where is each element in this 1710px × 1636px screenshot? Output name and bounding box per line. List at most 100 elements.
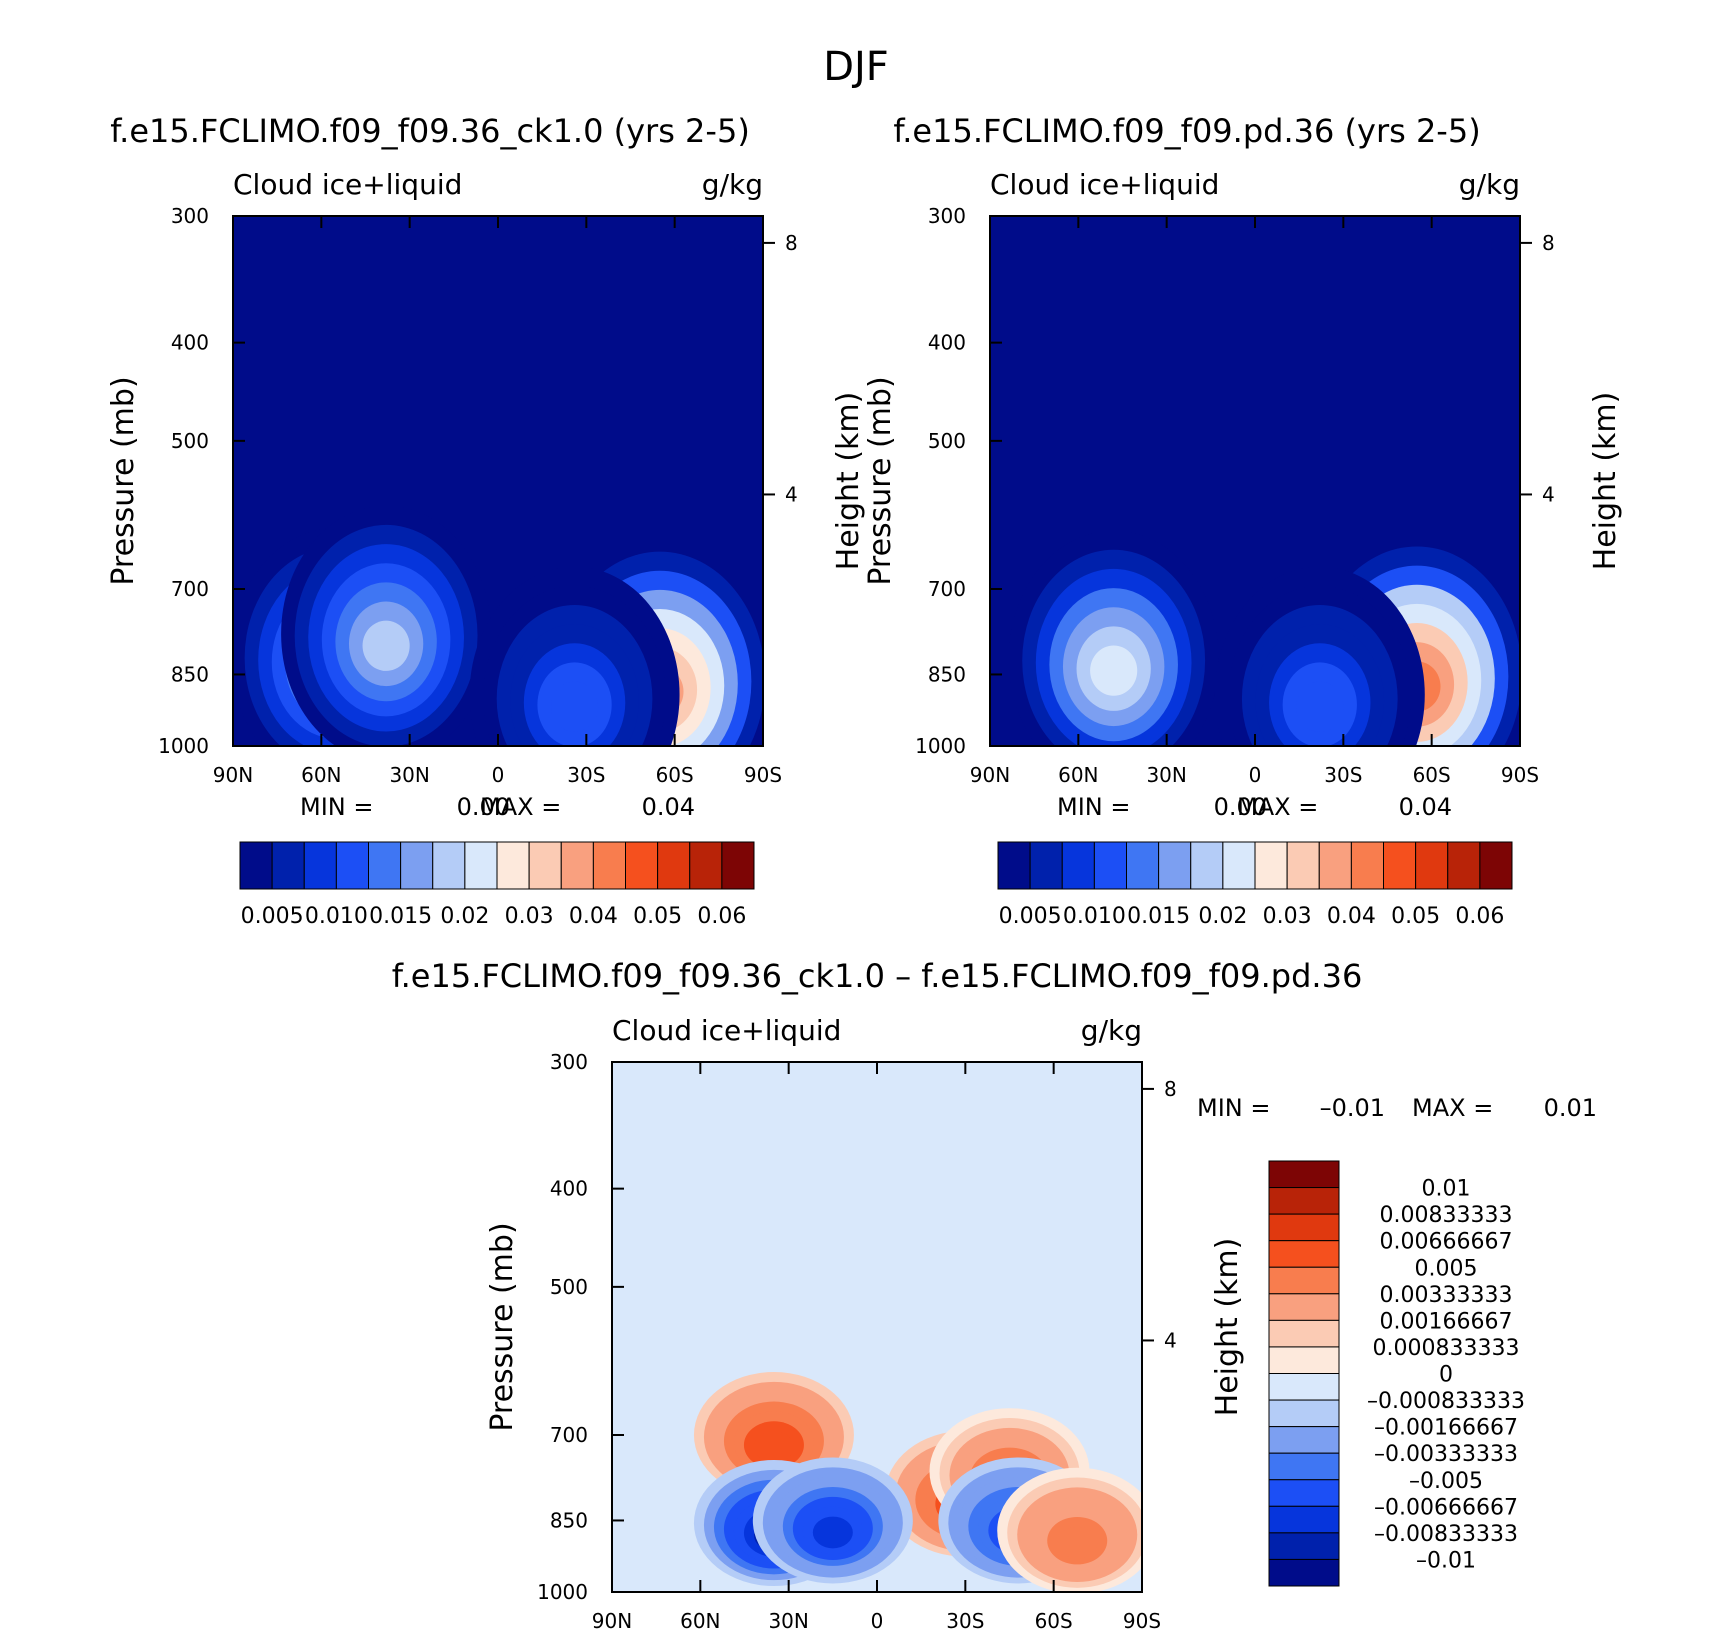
units-label: g/kg — [1459, 168, 1520, 201]
colorbar-swatch — [1268, 1532, 1340, 1560]
colorbar-swatch — [1479, 841, 1513, 890]
colorbar-swatch — [1158, 841, 1192, 890]
y-tick-label: 500 — [928, 429, 966, 453]
contour-band-1-7 — [1090, 645, 1138, 696]
max-value: 0.01 — [1544, 1094, 1597, 1122]
colorbar-swatch — [1268, 1293, 1340, 1321]
colorbar-swatch — [239, 841, 273, 890]
chart-title: f.e15.FCLIMO.f09_f09.36_ck1.0 – f.e15.FC… — [392, 957, 1363, 995]
colorbar-label: 0.03 — [505, 904, 554, 929]
left-label: Cloud ice+liquid — [990, 168, 1219, 201]
x-tick-label: 30S — [567, 763, 605, 787]
colorbar-label: 0.06 — [1455, 904, 1504, 929]
colorbar-label: 0.05 — [633, 904, 682, 929]
contour-band-2-7 — [362, 620, 410, 671]
left-label: Cloud ice+liquid — [233, 168, 462, 201]
colorbar-label: 0.05 — [1391, 904, 1440, 929]
colorbar-swatch — [1268, 1426, 1340, 1454]
colorbar-label: –0.01 — [1416, 1548, 1476, 1573]
colorbar-swatch — [400, 841, 434, 890]
x-tick-label: 30S — [946, 1609, 984, 1633]
colorbar-swatch — [271, 841, 305, 890]
colorbar-label: 0 — [1439, 1363, 1453, 1388]
x-tick-label: 60S — [1035, 1609, 1073, 1633]
colorbar-label: 0.00333333 — [1380, 1283, 1513, 1308]
min-value: 0.00 — [1214, 793, 1267, 821]
max-label: MAX = — [480, 793, 561, 821]
colorbar-swatch — [528, 841, 562, 890]
colorbar-swatch — [496, 841, 530, 890]
y-tick-label: 700 — [550, 1423, 588, 1447]
colorbar-swatch — [1254, 841, 1288, 890]
contour-band-5-7 — [812, 1516, 853, 1549]
y-right-tick-label: 8 — [1164, 1077, 1177, 1101]
colorbar-swatch — [1286, 841, 1320, 890]
colorbar: 0.010.008333330.006666670.0050.003333330… — [1268, 1160, 1525, 1587]
x-tick-label: 30N — [768, 1609, 808, 1633]
colorbar-swatch — [1126, 841, 1160, 890]
x-tick-label: 90S — [1501, 763, 1539, 787]
min-value: –0.01 — [1320, 1094, 1385, 1122]
y-tick-label: 700 — [171, 577, 209, 601]
colorbar-swatch — [689, 841, 723, 890]
y-tick-label: 400 — [928, 331, 966, 355]
colorbar-swatch — [1190, 841, 1224, 890]
colorbar-label: 0.00166667 — [1380, 1309, 1513, 1334]
y-tick-label: 300 — [171, 204, 209, 228]
colorbar: 0.005 0.010 0.015 0.02 0.03 0.04 0.05 0.06 — [997, 841, 1513, 929]
x-tick-label: 30N — [1146, 763, 1186, 787]
colorbar-swatch — [592, 841, 626, 890]
colorbar-swatch — [1029, 841, 1063, 890]
x-tick-label: 90S — [1123, 1609, 1161, 1633]
colorbar-label: –0.000833333 — [1367, 1389, 1525, 1414]
max-value: 0.04 — [1399, 793, 1452, 821]
y-axis-label: Pressure (mb) — [485, 1222, 520, 1431]
y-tick-label: 850 — [550, 1508, 588, 1532]
y-axis-label: Pressure (mb) — [106, 376, 141, 585]
y-tick-label: 1000 — [158, 734, 209, 758]
x-tick-label: 90N — [213, 763, 253, 787]
x-tick-label: 60N — [680, 1609, 720, 1633]
left-label: Cloud ice+liquid — [612, 1014, 841, 1047]
x-tick-label: 60N — [301, 763, 341, 787]
colorbar-label: –0.00666667 — [1374, 1495, 1518, 1520]
contour-band-1-7 — [753, 1431, 794, 1463]
min-label: MIN = — [1197, 1094, 1270, 1122]
colorbar-swatch — [1447, 841, 1481, 890]
x-tick-label: 0 — [492, 763, 505, 787]
colorbar-swatch — [1268, 1240, 1340, 1268]
colorbar-swatch — [1318, 841, 1352, 890]
colorbar-swatch — [1268, 1160, 1340, 1189]
colorbar-label: 0.000833333 — [1373, 1336, 1520, 1361]
contour-band-3-7 — [1296, 681, 1344, 732]
contour-fill — [233, 505, 763, 746]
colorbar-swatch — [432, 841, 466, 890]
y-tick-label: 300 — [550, 1050, 588, 1074]
y-right-tick-label: 8 — [1542, 231, 1555, 255]
colorbar-label: 0.00833333 — [1380, 1203, 1513, 1228]
x-tick-label: 90N — [592, 1609, 632, 1633]
max-label: MAX = — [1237, 793, 1318, 821]
x-tick-label: 60S — [656, 763, 694, 787]
y-tick-label: 1000 — [537, 1580, 588, 1604]
page-title: DJF — [823, 44, 889, 90]
contour-band-7-7 — [1057, 1526, 1098, 1559]
x-tick-label: 30N — [389, 763, 429, 787]
colorbar-swatch — [721, 841, 755, 890]
y-tick-label: 1000 — [915, 734, 966, 758]
max-value: 0.04 — [642, 793, 695, 821]
colorbar-swatch — [368, 841, 402, 890]
colorbar-swatch — [1268, 1373, 1340, 1401]
colorbar-label: 0.02 — [1198, 904, 1247, 929]
colorbar: 0.005 0.010 0.015 0.02 0.03 0.04 0.05 0.06 — [239, 841, 755, 929]
y-tick-label: 300 — [928, 204, 966, 228]
colorbar-swatch — [1222, 841, 1256, 890]
x-tick-label: 90N — [970, 763, 1010, 787]
y-tick-label: 500 — [550, 1275, 588, 1299]
colorbar-label: –0.005 — [1409, 1469, 1483, 1494]
colorbar-swatch — [1415, 841, 1449, 890]
contour-band-4-7 — [550, 681, 599, 732]
colorbar-swatch — [1268, 1346, 1340, 1374]
x-tick-label: 0 — [871, 1609, 884, 1633]
